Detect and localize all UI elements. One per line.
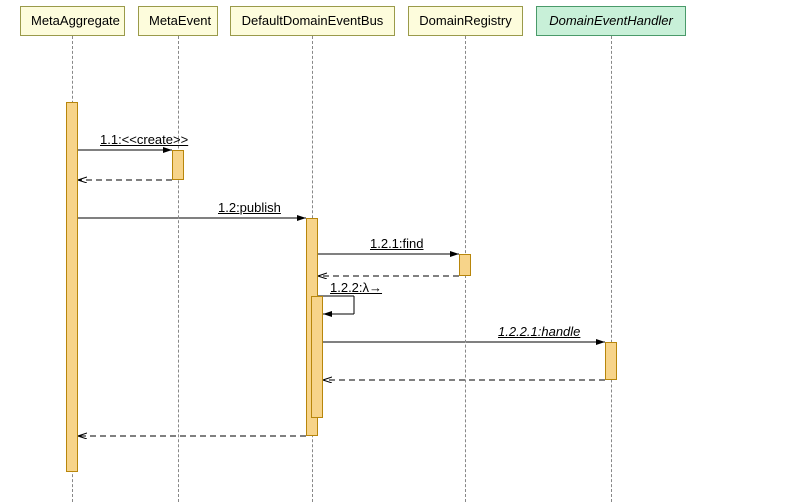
participant-p2: MetaEvent	[138, 6, 218, 36]
message-label-5: 1.2.2.1:handle	[498, 324, 580, 339]
participant-p1: MetaAggregate	[20, 6, 125, 36]
activation-5	[605, 342, 617, 380]
lifeline-p2	[178, 36, 179, 502]
participant-p5: DomainEventHandler	[536, 6, 686, 36]
message-label-2: 1.2:publish	[218, 200, 281, 215]
lifeline-p5	[611, 36, 612, 502]
participant-p4: DomainRegistry	[408, 6, 523, 36]
activation-0	[66, 102, 78, 472]
message-label-0: 1.1:<<create>>	[100, 132, 188, 147]
activation-1	[172, 150, 184, 180]
participant-p3: DefaultDomainEventBus	[230, 6, 395, 36]
activation-4	[459, 254, 471, 276]
message-label-3: 1.2.1:find	[370, 236, 424, 251]
self-message-label: 1.2.2:λ→	[330, 280, 382, 295]
activation-3	[311, 296, 323, 418]
